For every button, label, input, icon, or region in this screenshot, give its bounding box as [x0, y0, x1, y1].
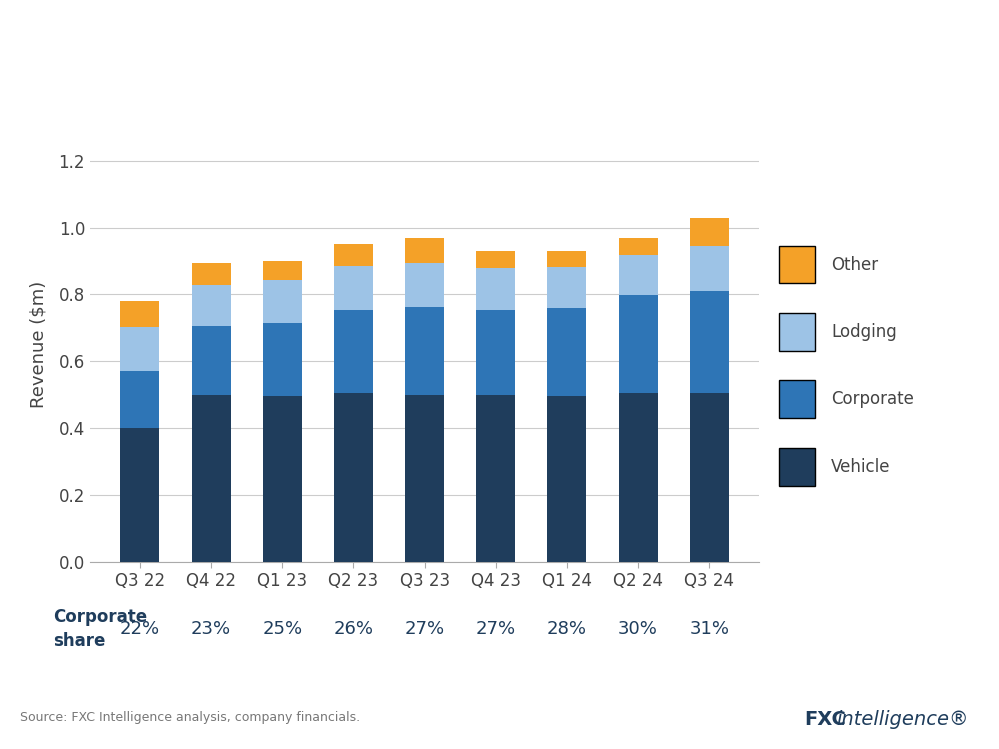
Bar [334, 267, 373, 310]
Bar [263, 280, 302, 323]
Text: 31%: 31% [689, 620, 729, 638]
Bar [192, 263, 231, 285]
Text: 28%: 28% [546, 620, 586, 638]
Bar [689, 393, 729, 562]
Bar [689, 246, 729, 291]
Bar [263, 323, 302, 396]
Bar [120, 371, 160, 428]
FancyBboxPatch shape [779, 313, 815, 351]
Text: intelligence®: intelligence® [836, 710, 969, 729]
Text: Vehicle: Vehicle [831, 458, 891, 476]
Text: 23%: 23% [191, 620, 231, 638]
Text: Corporate
share: Corporate share [53, 608, 147, 650]
Bar [334, 244, 373, 267]
Bar [192, 285, 231, 327]
Bar [618, 295, 657, 393]
Bar [263, 261, 302, 280]
FancyBboxPatch shape [779, 380, 815, 418]
Bar [192, 327, 231, 395]
Text: Source: FXC Intelligence analysis, company financials.: Source: FXC Intelligence analysis, compa… [20, 711, 360, 724]
Bar [477, 268, 515, 310]
Bar [547, 251, 586, 267]
Bar [618, 393, 657, 562]
FancyBboxPatch shape [779, 448, 815, 485]
Bar [689, 217, 729, 246]
Bar [477, 251, 515, 268]
Text: FXC: FXC [804, 710, 846, 729]
Bar [477, 395, 515, 562]
Bar [120, 301, 160, 327]
Bar [547, 267, 586, 309]
Bar [120, 428, 160, 562]
Bar [689, 291, 729, 393]
Bar [405, 264, 445, 307]
Bar [547, 309, 586, 396]
Text: Other: Other [831, 255, 878, 273]
Text: Lodging: Lodging [831, 323, 897, 341]
Y-axis label: Revenue ($m): Revenue ($m) [29, 281, 47, 408]
Bar [192, 395, 231, 562]
Bar [120, 327, 160, 371]
Text: Corporate: Corporate [831, 390, 914, 408]
Bar [334, 393, 373, 562]
FancyBboxPatch shape [779, 246, 815, 283]
Text: Corpay quarterly revenue split by segment, 2022-2024: Corpay quarterly revenue split by segmen… [20, 86, 558, 105]
Bar [618, 255, 657, 295]
Bar [405, 237, 445, 264]
Bar [547, 396, 586, 562]
Text: 30%: 30% [618, 620, 658, 638]
Bar [618, 237, 657, 255]
Text: Corpay’s Corporate Payments grows quarterly revenue share: Corpay’s Corporate Payments grows quarte… [20, 35, 999, 63]
Bar [405, 395, 445, 562]
Bar [477, 310, 515, 395]
Text: 25%: 25% [262, 620, 303, 638]
Bar [405, 307, 445, 395]
Text: 27%: 27% [476, 620, 515, 638]
Text: 27%: 27% [405, 620, 445, 638]
Bar [263, 396, 302, 562]
Text: 26%: 26% [334, 620, 374, 638]
Text: 22%: 22% [120, 620, 160, 638]
Bar [334, 310, 373, 393]
